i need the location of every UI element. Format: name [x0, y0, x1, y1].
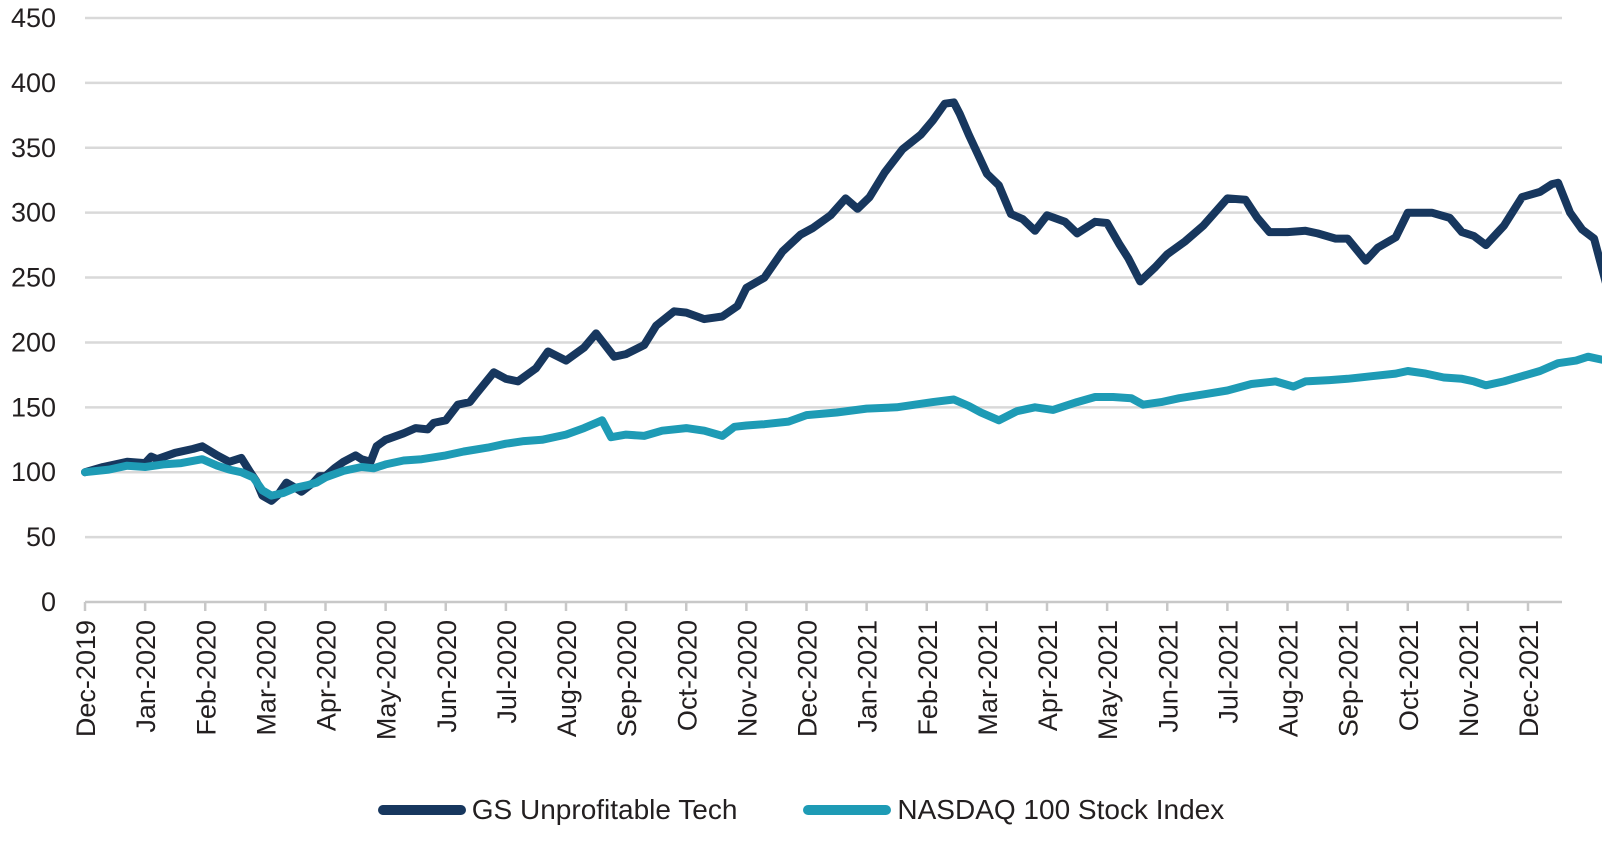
x-tick-label: May-2020: [372, 620, 402, 740]
x-tick-label: Nov-2021: [1454, 620, 1484, 737]
y-tick-label: 250: [11, 263, 56, 293]
y-tick-label: 200: [11, 327, 56, 357]
gridlines: [85, 16, 1562, 539]
x-tick-label: Jan-2020: [131, 620, 161, 733]
x-tick-label: Sep-2021: [1334, 620, 1364, 737]
x-tick-label: Jan-2021: [853, 620, 883, 733]
y-tick-label: 150: [11, 392, 56, 422]
legend: GS Unprofitable Tech NASDAQ 100 Stock In…: [0, 786, 1602, 834]
x-tick-label: Aug-2020: [552, 620, 582, 737]
series-line-nasdaq-100: [81, 352, 1602, 500]
x-tick-label: Jun-2020: [432, 620, 462, 733]
legend-swatch-nasdaq-100: [803, 805, 892, 815]
y-tick-label: 400: [11, 68, 56, 98]
y-tick-label: 300: [11, 198, 56, 228]
line-chart: 0 50 100 150 200 250 300 350 400 450 Dec-2019 Jan-…: [11, 3, 1602, 740]
series-line-gs-unprofitable-tech: [81, 98, 1602, 505]
legend-item-nasdaq-100: NASDAQ 100 Stock Index: [803, 794, 1224, 826]
x-tick-label: Mar-2020: [251, 620, 281, 736]
x-tick-label: Dec-2021: [1514, 620, 1544, 737]
x-tick-label: Jun-2021: [1153, 620, 1183, 733]
x-tick-label: Apr-2021: [1033, 620, 1063, 731]
x-tick-label: Jul-2021: [1213, 620, 1243, 724]
legend-label-gs-unprofitable-tech: GS Unprofitable Tech: [471, 794, 738, 825]
x-tick-label: Apr-2020: [312, 620, 342, 731]
x-tick-label: Dec-2019: [71, 620, 101, 737]
legend-item-gs-unprofitable-tech: GS Unprofitable Tech: [377, 794, 738, 826]
legend-swatch-gs-unprofitable-tech: [377, 805, 466, 815]
y-tick-label: 350: [11, 133, 56, 163]
y-tick-label: 100: [11, 457, 56, 487]
y-tick-label: 0: [41, 587, 56, 617]
x-tick-label: Mar-2021: [973, 620, 1003, 736]
x-tick-label: Sep-2020: [612, 620, 642, 737]
x-tick-label: May-2021: [1093, 620, 1123, 740]
y-tick-label: 450: [11, 3, 56, 33]
legend-label-nasdaq-100: NASDAQ 100 Stock Index: [897, 794, 1225, 825]
y-tick-label: 50: [26, 522, 56, 552]
x-axis: Dec-2019 Jan-2020 Feb-2020 Mar-2020 Apr-2020…: [71, 600, 1562, 740]
x-tick-label: Oct-2021: [1394, 620, 1424, 731]
x-tick-label: Aug-2021: [1274, 620, 1304, 737]
x-tick-label: Dec-2020: [793, 620, 823, 737]
x-tick-label: Oct-2020: [672, 620, 702, 731]
x-tick-label: Jul-2020: [492, 620, 522, 724]
y-axis-tick-labels: 0 50 100 150 200 250 300 350 400 450: [11, 3, 56, 617]
x-tick-label: Nov-2020: [732, 620, 762, 737]
x-tick-label: Feb-2020: [191, 620, 221, 736]
x-tick-label: Feb-2021: [913, 620, 943, 736]
data-series: [81, 98, 1602, 505]
